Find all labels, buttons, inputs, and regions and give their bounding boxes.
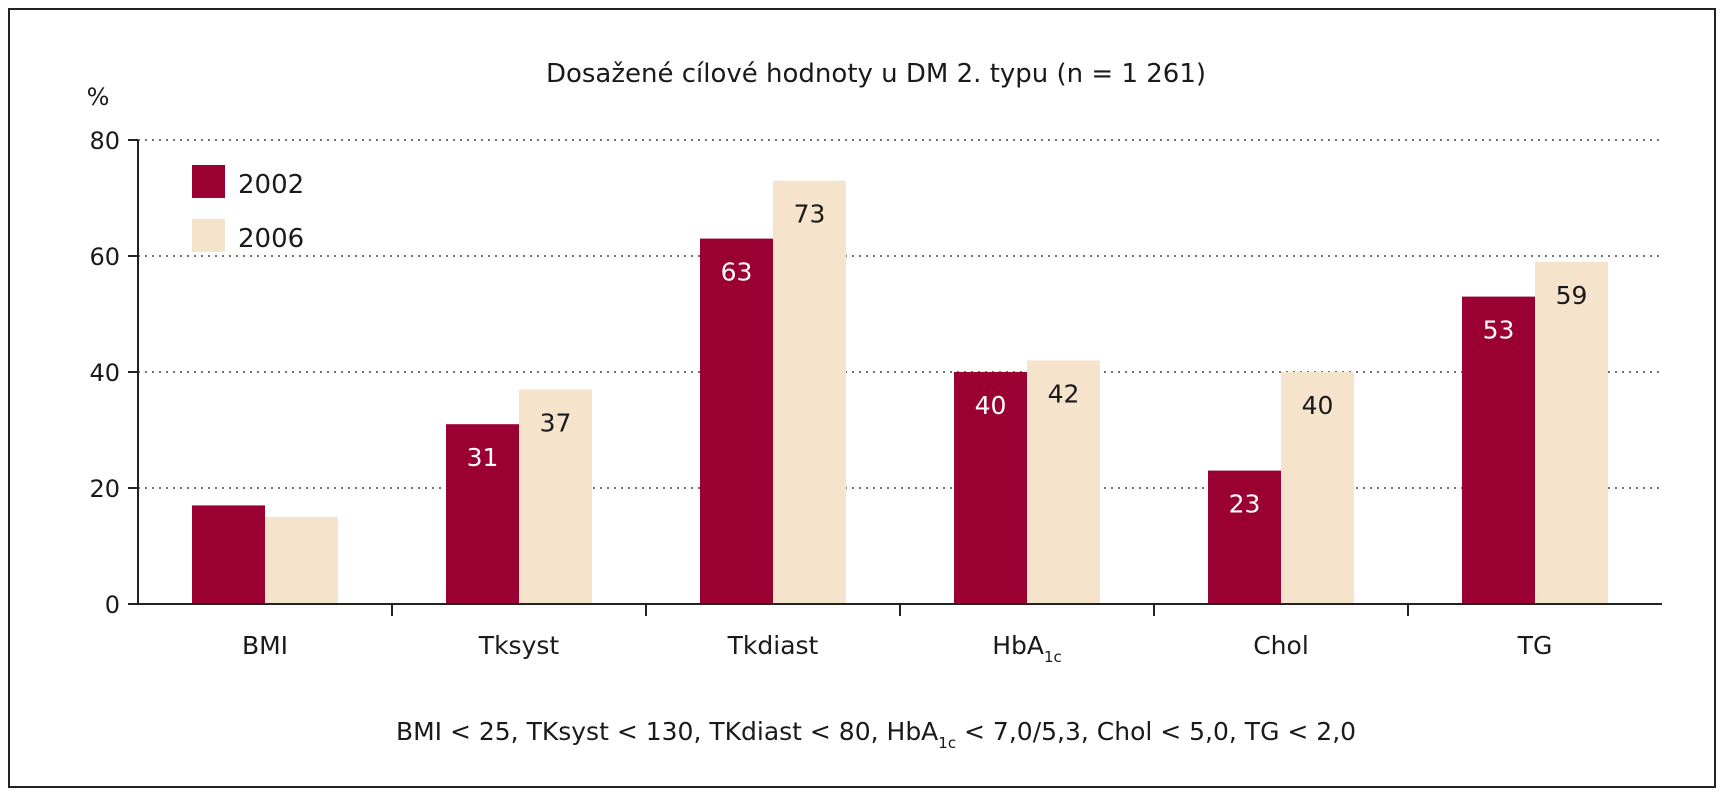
data-label: 73: [794, 200, 826, 229]
chart-title: Dosažené cílové hodnoty u DM 2. typu (n …: [546, 59, 1206, 89]
y-tick-label: 40: [89, 359, 120, 387]
y-tick-label: 20: [89, 475, 120, 503]
axes: 0 20 40 60 80 BMI Tksyst Tkdiast HbA1c Chol TG: [89, 127, 1662, 666]
bar: [1208, 470, 1281, 604]
figure-frame: Dosažené cílové hodnoty u DM 2. typu (n …: [8, 8, 1716, 788]
bar: [954, 372, 1027, 604]
bar: [1281, 372, 1354, 604]
x-tick-label: Chol: [1253, 631, 1309, 660]
bars: 31 37 63 73 40 42 23 40 53 59: [192, 180, 1608, 604]
gridlines: [138, 139, 1662, 489]
data-label: 23: [1229, 490, 1261, 519]
footnote: BMI < 25, TKsyst < 130, TKdiast < 80, Hb…: [396, 717, 1356, 752]
y-tick-label: 60: [89, 243, 120, 271]
bar: [1535, 261, 1608, 604]
legend-swatch: [192, 219, 225, 252]
y-tick-label: 80: [89, 127, 120, 155]
x-tick-label: BMI: [242, 631, 288, 660]
data-label: 40: [975, 391, 1007, 420]
y-axis-label: %: [87, 83, 110, 111]
x-tick-label: Tksyst: [478, 631, 560, 660]
data-label: 53: [1483, 316, 1515, 345]
bar-chart: Dosažené cílové hodnoty u DM 2. typu (n …: [87, 59, 1662, 752]
bar: [192, 505, 265, 604]
data-label: 37: [540, 408, 572, 437]
legend-swatch: [192, 165, 225, 198]
data-label: 59: [1556, 281, 1588, 310]
data-label: 63: [721, 258, 753, 287]
legend-label: 2002: [238, 170, 304, 200]
data-label: 31: [467, 443, 499, 472]
y-tick-label: 0: [105, 591, 120, 619]
bar: [1027, 360, 1100, 604]
bar: [1462, 296, 1535, 604]
x-tick-label: Tkdiast: [727, 631, 819, 660]
bar: [446, 424, 519, 604]
bar: [265, 517, 338, 604]
x-tick-label: TG: [1517, 631, 1553, 660]
data-label: 40: [1302, 391, 1334, 420]
bar: [773, 180, 846, 604]
legend-label: 2006: [238, 224, 304, 254]
bar: [700, 238, 773, 604]
data-label: 42: [1048, 379, 1080, 408]
legend: 2002 2006: [192, 165, 304, 254]
x-tick-label: HbA1c: [992, 631, 1062, 666]
bar: [519, 389, 592, 604]
